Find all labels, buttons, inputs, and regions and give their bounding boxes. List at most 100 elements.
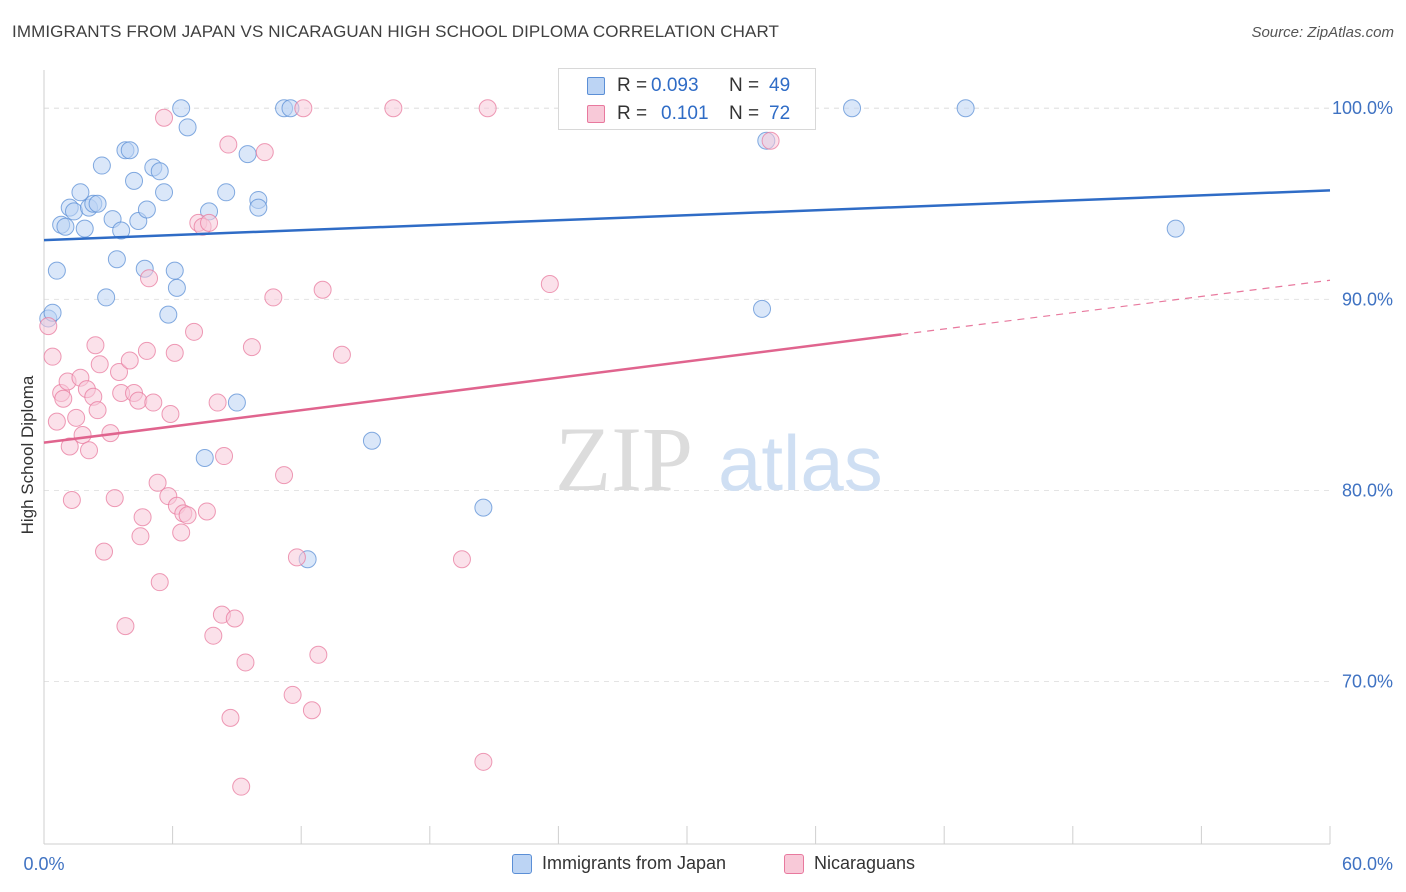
nicaraguan-point	[60, 437, 79, 456]
watermark-atlas: atlas	[718, 419, 883, 507]
japan-point	[125, 171, 144, 190]
japan-point	[65, 202, 84, 221]
japan-point	[56, 217, 75, 236]
nicaraguan-point	[264, 288, 283, 307]
nicaraguan-point	[761, 131, 780, 150]
nicaraguan-point	[225, 609, 244, 628]
stats-r-value: 0.093	[651, 75, 699, 96]
nicaraguan-point	[137, 341, 156, 360]
japan-point	[47, 261, 66, 280]
nicaraguan-point	[302, 701, 321, 720]
nicaraguan-point	[54, 389, 73, 408]
nicaraguan-point	[43, 347, 62, 366]
nicaraguan-point	[452, 550, 471, 569]
nicaraguan-point	[242, 338, 261, 357]
nicaraguan-point	[86, 336, 105, 355]
japan-point	[92, 156, 111, 175]
japan-point	[167, 278, 186, 297]
japan-point	[843, 99, 862, 118]
nicaraguan-point	[204, 626, 223, 645]
watermark-zip: ZIP	[555, 408, 693, 510]
japan-point	[753, 299, 772, 318]
nicaraguan-point	[120, 351, 139, 370]
japan-point	[172, 99, 191, 118]
x-tick-label-max: 60.0%	[1342, 854, 1393, 874]
y-tick-label: 80.0%	[1342, 480, 1393, 500]
japan-point	[956, 99, 975, 118]
nicaraguan-point	[39, 317, 58, 336]
nicaraguan-point	[208, 393, 227, 412]
japan-point	[362, 431, 381, 450]
stats-n-label: N =	[729, 103, 760, 124]
japan-point	[238, 145, 257, 164]
x-tick-label-min: 0.0%	[23, 854, 64, 874]
nicaraguan-point	[474, 752, 493, 771]
trend-lines	[43, 189, 1331, 444]
nicaraguan-point	[80, 441, 99, 460]
japan-point	[71, 183, 90, 202]
nicaraguan-point	[294, 99, 313, 118]
stats-n-value: 72	[769, 103, 791, 124]
nicaraguan-point	[287, 548, 306, 567]
japan-point	[120, 141, 139, 160]
nicaraguan-point	[384, 99, 403, 118]
y-tick-label: 90.0%	[1342, 289, 1393, 309]
japan-point	[249, 198, 268, 217]
japan-point	[137, 200, 156, 219]
nicaraguan-point	[219, 135, 238, 154]
japan-point	[195, 448, 214, 467]
nicaraguan-point	[200, 213, 219, 232]
source-credit: Source: ZipAtlas.com	[1251, 24, 1394, 41]
nicaraguan-point	[148, 473, 167, 492]
nicaraguan-point	[178, 506, 197, 525]
nicaraguan-point	[161, 405, 180, 423]
nicaraguan-point	[172, 523, 191, 542]
nicaraguan-point	[332, 345, 351, 364]
japan-point	[155, 183, 174, 202]
legend-label-japan: Immigrants from Japan	[542, 853, 727, 873]
japan-point	[1166, 219, 1185, 238]
japan-point	[88, 194, 107, 213]
chart-title: IMMIGRANTS FROM JAPAN VS NICARAGUAN HIGH…	[12, 22, 780, 41]
japan-point	[217, 183, 236, 202]
japan-point	[165, 261, 184, 280]
axes	[43, 70, 1331, 845]
nicaraguan-point	[221, 708, 240, 727]
japan-point	[150, 162, 169, 181]
japan-point	[159, 305, 178, 324]
stats-r-label: R =	[617, 103, 648, 124]
nicaraguan-point	[283, 685, 302, 704]
nicaraguan-point	[129, 391, 148, 410]
nicaraguan-point	[105, 489, 124, 508]
japan-point	[97, 288, 116, 307]
nicaraguan-point	[140, 269, 159, 288]
y-axis-label: High School Diploma	[18, 375, 37, 535]
japan-point	[227, 393, 246, 412]
nicaraguan-point	[197, 502, 216, 521]
japan-point	[107, 250, 126, 269]
legend-label-nicaraguans: Nicaraguans	[814, 853, 916, 873]
stats-n-value: 49	[769, 75, 791, 96]
nicaraguan-point	[150, 573, 169, 592]
japan-point	[75, 219, 94, 238]
nicaraguan-point	[133, 508, 152, 527]
nicaraguan-point	[116, 617, 135, 636]
y-tick-label: 100.0%	[1332, 98, 1393, 118]
nicaraguan-point	[155, 108, 174, 127]
japan-point	[474, 498, 493, 517]
nicaraguan-point	[47, 412, 66, 431]
stats-swatch-japan	[587, 77, 605, 95]
nicaraguan-point	[95, 542, 114, 561]
nicaraguan-point	[62, 491, 81, 509]
nicaraguan-point	[90, 355, 109, 374]
stats-n-label: N =	[729, 75, 760, 96]
data-points	[39, 99, 1185, 796]
japan-point	[178, 118, 197, 137]
nicaraguan-point	[309, 645, 328, 664]
nicaraguan-point	[144, 393, 163, 412]
nicaraguan-point	[275, 466, 294, 485]
japan-point	[112, 221, 131, 240]
nicaraguan-point	[165, 343, 184, 362]
japan-trend-line	[43, 189, 1331, 242]
